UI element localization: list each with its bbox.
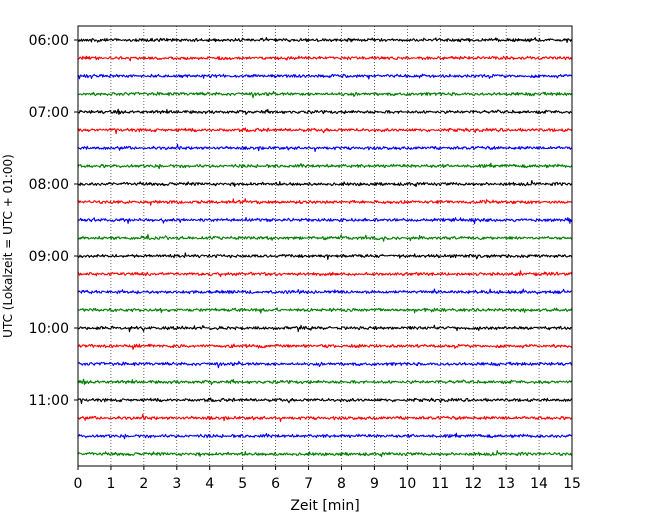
trace-0830 [77,216,573,225]
trace-0730 [77,143,573,153]
trace-0700 [77,108,573,116]
trace-0715 [77,127,573,135]
trace-0945 [77,307,573,314]
x-tick-label-0: 0 [74,476,83,492]
trace-0600 [77,37,573,44]
trace-layer [77,37,573,458]
x-axis-ticks: 0 1 2 3 4 5 6 7 8 9 10 11 12 13 14 15 [74,466,581,492]
x-tick-label-13: 13 [497,476,515,492]
trace-0800 [77,179,573,188]
x-tick-label-15: 15 [563,476,581,492]
x-tick-label-7: 7 [304,476,313,492]
y-tick-label-0800: 08:00 [29,177,69,193]
x-tick-label-6: 6 [271,476,280,492]
trace-0915 [77,270,573,278]
y-tick-label-1100: 11:00 [29,393,69,409]
trace-1130 [77,432,573,440]
trace-1145 [77,449,573,458]
grid-lines [110,26,540,466]
trace-1000 [77,324,573,333]
y-tick-label-0600: 06:00 [29,33,69,49]
y-tick-label-1000: 10:00 [29,321,69,337]
trace-1030 [77,360,573,369]
trace-0930 [77,288,573,295]
trace-1100 [77,397,573,405]
x-tick-label-3: 3 [172,476,181,492]
y-tick-label-0700: 07:00 [29,105,69,121]
x-tick-label-10: 10 [398,476,416,492]
x-tick-label-8: 8 [337,476,346,492]
x-tick-label-14: 14 [530,476,548,492]
plot-frame [77,25,573,467]
y-axis-label: UTC (Lokalzeit = UTC + 01:00) [1,154,15,338]
x-tick-label-9: 9 [370,476,379,492]
y-axis-ticks: 06:00 07:00 08:00 09:00 10:00 11:00 [29,33,78,409]
trace-0645 [77,90,573,99]
x-tick-label-12: 12 [464,476,482,492]
trace-1115 [77,413,573,423]
trace-0630 [77,73,573,80]
trace-0615 [77,55,573,62]
trace-1015 [78,343,573,350]
trace-0900 [77,252,573,261]
trace-0745 [77,162,573,170]
y-tick-label-0900: 09:00 [29,249,69,265]
trace-0845 [77,233,573,242]
x-axis-label: Zeit [min] [290,498,359,514]
x-tick-label-4: 4 [205,476,214,492]
x-tick-label-2: 2 [139,476,148,492]
x-tick-label-1: 1 [106,476,115,492]
x-tick-label-11: 11 [431,476,449,492]
trace-0815 [77,198,573,206]
trace-1045 [77,378,573,386]
x-tick-label-5: 5 [238,476,247,492]
